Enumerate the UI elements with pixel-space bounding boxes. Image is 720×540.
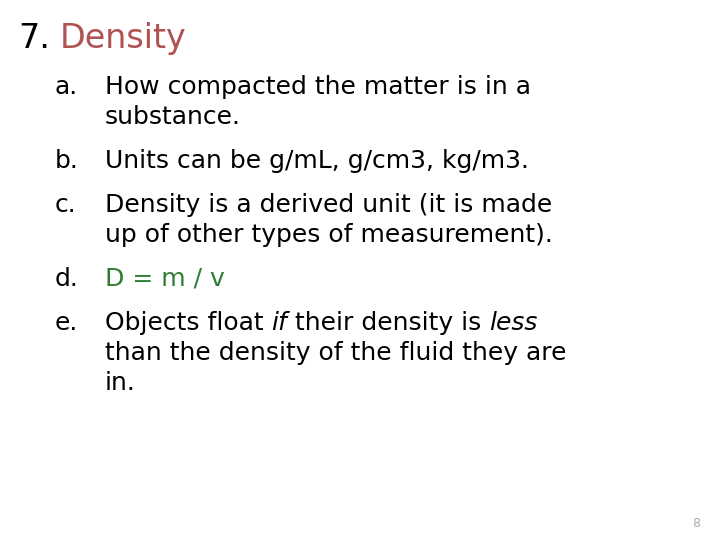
Text: up of other types of measurement).: up of other types of measurement). — [105, 223, 553, 247]
Text: than the density of the fluid they are: than the density of the fluid they are — [105, 341, 567, 365]
Text: b.: b. — [55, 149, 79, 173]
Text: e.: e. — [55, 311, 78, 335]
Text: 7.: 7. — [18, 22, 50, 55]
Text: Density: Density — [60, 22, 186, 55]
Text: Objects float: Objects float — [105, 311, 271, 335]
Text: substance.: substance. — [105, 105, 241, 129]
Text: Units can be g/mL, g/cm3, kg/m3.: Units can be g/mL, g/cm3, kg/m3. — [105, 149, 529, 173]
Text: in.: in. — [105, 371, 136, 395]
Text: D = m / v: D = m / v — [105, 267, 225, 291]
Text: Density is a derived unit (it is made: Density is a derived unit (it is made — [105, 193, 552, 217]
Text: c.: c. — [55, 193, 77, 217]
Text: if: if — [271, 311, 287, 335]
Text: less: less — [490, 311, 538, 335]
Text: 8: 8 — [692, 517, 700, 530]
Text: How compacted the matter is in a: How compacted the matter is in a — [105, 75, 531, 99]
Text: a.: a. — [55, 75, 78, 99]
Text: d.: d. — [55, 267, 79, 291]
Text: their density is: their density is — [287, 311, 490, 335]
